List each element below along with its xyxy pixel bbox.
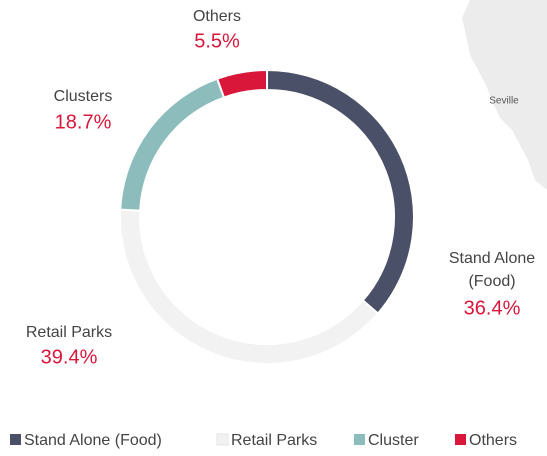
slice-label: Clusters bbox=[54, 88, 113, 105]
slice-value-label: 5.5% bbox=[194, 30, 240, 52]
slice-value-label: 18.7% bbox=[55, 111, 112, 133]
donut-slice bbox=[266, 68, 415, 315]
map-label: Seville bbox=[489, 96, 519, 107]
legend-swatch bbox=[455, 434, 466, 445]
donut-slice bbox=[215, 68, 268, 99]
slice-label: Stand Alone bbox=[449, 250, 535, 267]
map-shape bbox=[462, 0, 547, 190]
slice-value-label: 36.4% bbox=[464, 297, 521, 319]
legend-label: Cluster bbox=[368, 432, 419, 449]
legend-swatch bbox=[10, 434, 21, 445]
legend-label: Retail Parks bbox=[231, 432, 317, 449]
slice-label: Others bbox=[193, 8, 241, 25]
slice-label: (Food) bbox=[468, 273, 515, 290]
slice-value-label: 39.4% bbox=[41, 346, 98, 368]
legend-label: Stand Alone (Food) bbox=[24, 432, 162, 449]
legend-swatch bbox=[216, 433, 229, 446]
legend-swatch bbox=[354, 434, 365, 445]
donut-slice bbox=[119, 208, 380, 365]
slice-label: Retail Parks bbox=[26, 324, 112, 341]
donut-slice bbox=[119, 77, 226, 212]
legend-label: Others bbox=[469, 432, 517, 449]
